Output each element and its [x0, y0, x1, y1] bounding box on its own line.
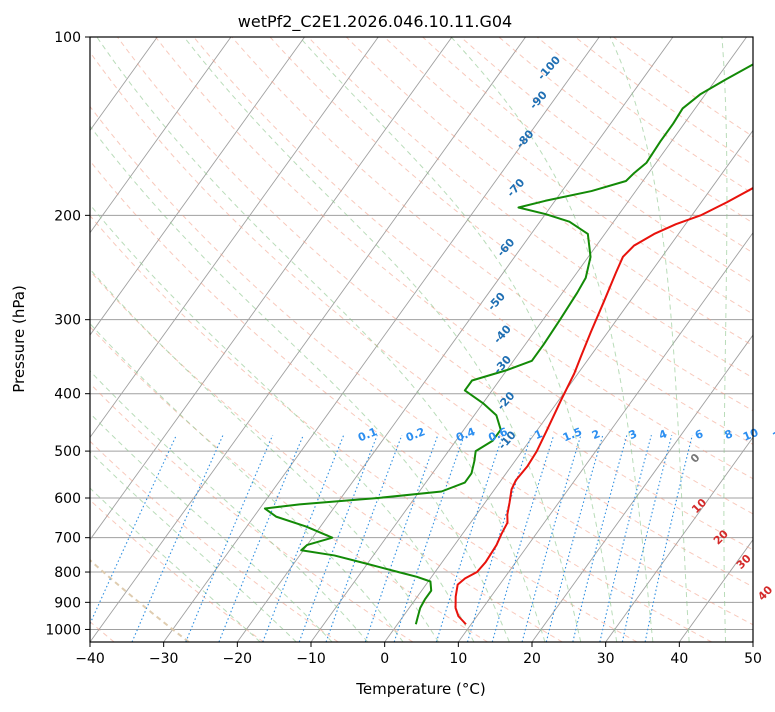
isotherm-line [605, 436, 753, 642]
moist-adiabat-line [90, 412, 333, 642]
x-tick-label: 30 [597, 651, 615, 667]
y-axis-label: Pressure (hPa) [10, 285, 28, 393]
mixing-ratio-line [90, 434, 177, 626]
x-tick-label: −20 [223, 651, 253, 667]
y-axis-ticks: 100 200 300 400 500 600 700 800 900 1000 [45, 30, 90, 638]
plot-frame [89, 36, 754, 643]
isotherm-line [678, 538, 753, 642]
x-tick-label: 20 [523, 651, 541, 667]
y-tick-label: 500 [54, 444, 81, 460]
isotherm-line [236, 37, 674, 642]
mixing-ratio-line [621, 435, 673, 642]
mixing-ratio-label: 2 [590, 427, 602, 442]
y-tick-label: 200 [54, 208, 81, 224]
chart-title: wetPf2_C2E1.2026.046.10.11.G04 [238, 12, 512, 32]
isotherm-line [90, 37, 526, 642]
dry-adiabat-line [90, 382, 414, 642]
isotherm-line [90, 37, 379, 439]
y-tick-label: 800 [54, 565, 81, 581]
dry-adiabat-line [90, 160, 712, 642]
isotherm-line [531, 334, 753, 642]
moist-adiabat-line [90, 203, 475, 642]
mixing-ratio-line [298, 434, 378, 642]
mixing-ratio-line [325, 434, 403, 642]
x-tick-label: 50 [744, 651, 762, 667]
profile-lines [263, 63, 753, 625]
y-tick-label: 700 [54, 531, 81, 547]
moist-adiabat-line [90, 268, 439, 642]
dry-adiabat-line [231, 37, 753, 445]
dry-adiabat-line [90, 51, 753, 588]
dry-adiabat-line [193, 37, 753, 480]
moist-adiabat-line [90, 125, 510, 642]
mixing-ratio-label: 3 [627, 427, 639, 442]
mixing-ratio-line [218, 434, 304, 642]
dry-adiabat-line [422, 37, 753, 284]
y-tick-label: 100 [54, 30, 81, 46]
mixing-ratio-line [262, 434, 345, 642]
isotherm-line [163, 37, 600, 642]
moist-adiabat-line [90, 451, 297, 642]
moist-adiabat-line [609, 37, 690, 642]
isotherm-line [90, 37, 232, 234]
x-axis-label: Temperature (°C) [355, 680, 485, 698]
moist-adiabat-line [450, 37, 654, 642]
moist-adiabat-line [721, 37, 728, 642]
isotherm-line [90, 37, 453, 541]
mixing-ratio-line [644, 435, 693, 642]
moist-adiabat-line [96, 37, 546, 642]
x-tick-label: 0 [380, 651, 389, 667]
dry-adiabat-line [498, 37, 753, 224]
x-tick-label: −10 [296, 651, 326, 667]
dry-adiabat-line [460, 37, 753, 254]
background-lines [90, 37, 753, 642]
isotherm-line [384, 129, 753, 642]
isotherm-line [90, 37, 305, 336]
temperature-profile-line [454, 186, 753, 625]
dry-adiabat-line [90, 214, 638, 642]
mixing-ratio-line [599, 435, 652, 642]
mixing-ratio-line [185, 434, 274, 642]
y-tick-label: 1000 [45, 622, 81, 638]
x-axis-ticks: −40 −30 −20 −10 0 10 20 30 40 50 [75, 642, 762, 667]
mixing-ratio-line [131, 434, 224, 642]
mixing-ratio-label: 8 [723, 427, 735, 442]
y-tick-label: 300 [54, 313, 81, 329]
dry-adiabat-line [90, 326, 488, 642]
dry-adiabat-line [90, 499, 264, 642]
dewpoint-profile-line [263, 63, 753, 625]
y-tick-label: 600 [54, 491, 81, 507]
mixing-ratio-label: 13 [771, 426, 775, 444]
y-tick-label: 400 [54, 387, 81, 403]
dry-adiabat-line [90, 105, 753, 626]
x-tick-label: −40 [75, 651, 105, 667]
x-tick-label: −30 [149, 651, 179, 667]
mixing-ratio-line [435, 435, 504, 642]
mixing-ratio-label: 1 [533, 427, 545, 442]
y-tick-label: 900 [54, 595, 81, 611]
mixing-ratio-line [466, 435, 532, 642]
x-tick-label: 10 [449, 651, 467, 667]
mixing-ratio-line [364, 434, 439, 642]
x-tick-label: 40 [670, 651, 688, 667]
isotherm-line [457, 231, 753, 642]
moist-adiabat-line [90, 370, 369, 642]
dry-adiabat-line [117, 37, 753, 551]
mixing-ratio-line [393, 434, 465, 642]
dry-adiabat-line [155, 37, 753, 515]
mixing-ratio-label: 10 [741, 426, 760, 444]
